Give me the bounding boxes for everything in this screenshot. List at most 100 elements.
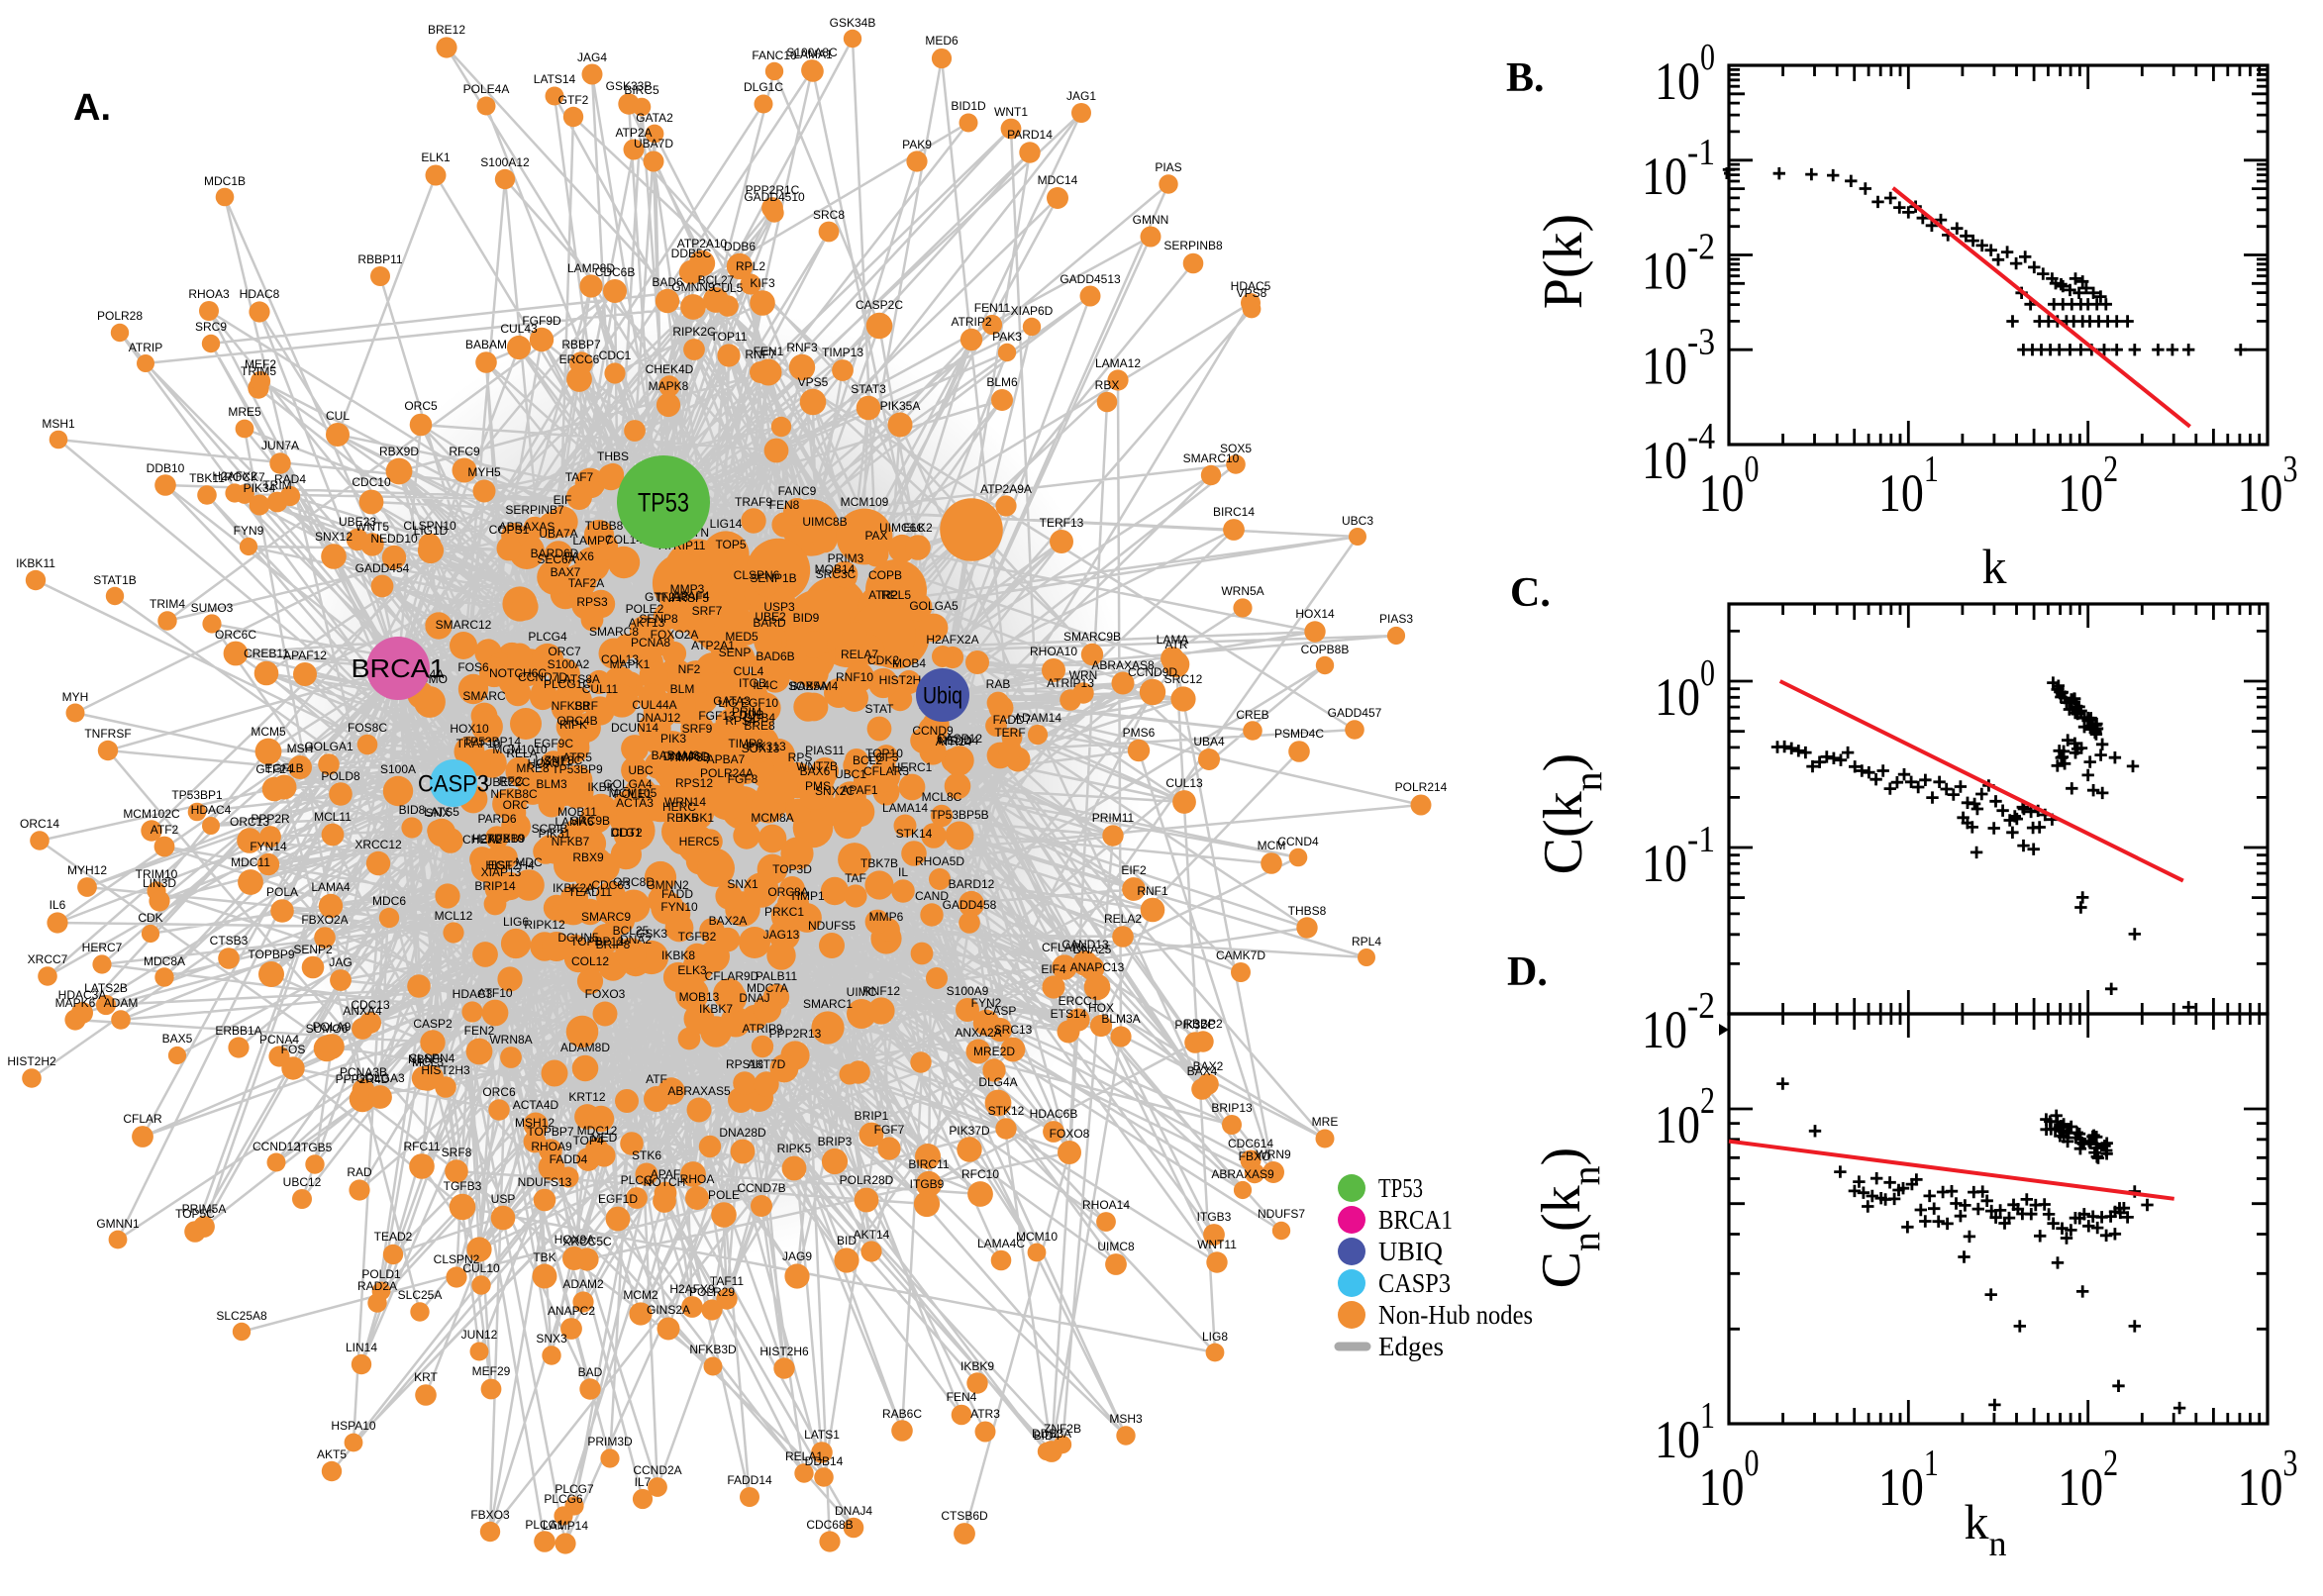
svg-text:RFC10: RFC10 xyxy=(961,1167,999,1181)
svg-text:LATS8A: LATS8A xyxy=(556,672,600,686)
svg-text:TRIM10: TRIM10 xyxy=(136,867,178,881)
svg-text:SMARC1: SMARC1 xyxy=(803,997,853,1011)
svg-text:MDC6: MDC6 xyxy=(372,894,406,908)
svg-text:RBX: RBX xyxy=(1095,378,1120,392)
svg-text:LATS1: LATS1 xyxy=(804,1428,840,1442)
svg-text:BAX2A: BAX2A xyxy=(709,914,748,928)
svg-text:FADD: FADD xyxy=(661,887,693,901)
svg-text:WRN5A: WRN5A xyxy=(1221,584,1263,598)
svg-text:MDC1B: MDC1B xyxy=(204,174,246,188)
svg-text:SRC12: SRC12 xyxy=(1164,672,1203,686)
svg-text:D.: D. xyxy=(1507,949,1548,995)
svg-text:RELA7: RELA7 xyxy=(841,648,878,661)
svg-text:UBA7A: UBA7A xyxy=(539,527,577,541)
svg-text:ACTA4D: ACTA4D xyxy=(513,1098,559,1112)
svg-text:BAX4: BAX4 xyxy=(1187,1064,1218,1078)
svg-text:DDB10: DDB10 xyxy=(147,461,185,475)
svg-text:LAMA1: LAMA1 xyxy=(793,48,833,61)
svg-text:CUL11: CUL11 xyxy=(582,682,619,696)
svg-text:POLA9: POLA9 xyxy=(313,1020,352,1034)
svg-text:HIST2H2: HIST2H2 xyxy=(7,1054,56,1068)
svg-text:TOP4: TOP4 xyxy=(572,1134,603,1147)
svg-text:APAF1: APAF1 xyxy=(841,783,877,797)
svg-text:MED: MED xyxy=(591,1131,618,1145)
svg-text:POLR28D: POLR28D xyxy=(840,1173,894,1187)
svg-text:GINS2A: GINS2A xyxy=(647,1303,690,1317)
svg-text:AKT14: AKT14 xyxy=(854,1228,890,1242)
svg-text:FEN2: FEN2 xyxy=(464,1024,495,1038)
svg-text:SLC25A8: SLC25A8 xyxy=(216,1309,267,1323)
svg-text:SOX13: SOX13 xyxy=(742,742,780,755)
svg-text:GMNN1: GMNN1 xyxy=(96,1217,140,1231)
svg-text:KRT: KRT xyxy=(414,1370,438,1384)
svg-text:NDUFS5: NDUFS5 xyxy=(808,919,856,933)
svg-text:ANAPC2: ANAPC2 xyxy=(548,1304,595,1318)
svg-text:ADAM2: ADAM2 xyxy=(562,1277,604,1291)
svg-text:POLR24A: POLR24A xyxy=(700,766,754,780)
svg-text:ATP2A1: ATP2A1 xyxy=(691,639,735,652)
svg-text:CHEK4D: CHEK4D xyxy=(646,362,694,376)
svg-text:COPS1: COPS1 xyxy=(489,523,530,537)
svg-text:SMARC9: SMARC9 xyxy=(581,910,631,924)
svg-text:LAMA12: LAMA12 xyxy=(1095,356,1141,370)
svg-text:PIAS3: PIAS3 xyxy=(1379,612,1413,626)
svg-text:ZNF2B: ZNF2B xyxy=(1044,1422,1081,1436)
svg-text:CFLAR9D: CFLAR9D xyxy=(705,969,759,983)
svg-text:WNT7B: WNT7B xyxy=(796,759,838,773)
svg-text:MDC14: MDC14 xyxy=(1038,173,1078,187)
svg-text:FOXO8: FOXO8 xyxy=(1050,1127,1090,1141)
svg-text:WRN8A: WRN8A xyxy=(489,1033,532,1047)
svg-text:CCND7D: CCND7D xyxy=(518,670,567,684)
svg-text:HOX10: HOX10 xyxy=(450,722,489,736)
svg-text:UBC1: UBC1 xyxy=(835,767,866,781)
svg-text:IKBK2A: IKBK2A xyxy=(553,881,594,895)
svg-text:PSMD4C: PSMD4C xyxy=(1274,727,1324,741)
svg-text:FOS8C: FOS8C xyxy=(348,721,387,735)
svg-text:MCL11: MCL11 xyxy=(314,810,352,824)
svg-text:LIG6: LIG6 xyxy=(503,915,529,929)
svg-text:HERC7: HERC7 xyxy=(82,941,123,954)
svg-text:DLG4A: DLG4A xyxy=(978,1075,1017,1089)
svg-text:COPB8B: COPB8B xyxy=(1301,643,1350,656)
svg-text:ATP2A: ATP2A xyxy=(615,126,652,140)
svg-text:COL13: COL13 xyxy=(601,652,639,666)
svg-text:FBXO: FBXO xyxy=(1239,1149,1271,1163)
svg-text:MDC7A: MDC7A xyxy=(747,981,788,995)
svg-text:APBA7: APBA7 xyxy=(707,752,746,766)
svg-text:TOPBP12: TOPBP12 xyxy=(570,935,624,948)
svg-text:MDC8A: MDC8A xyxy=(144,954,185,968)
svg-text:CFLAR6: CFLAR6 xyxy=(1042,941,1087,954)
svg-text:CCND12: CCND12 xyxy=(252,1140,300,1153)
svg-text:BABAM4: BABAM4 xyxy=(790,679,839,693)
svg-text:EGF1B: EGF1B xyxy=(264,761,303,775)
svg-text:SRC9: SRC9 xyxy=(195,320,227,334)
svg-text:THBS8: THBS8 xyxy=(1288,904,1327,918)
svg-text:POLA: POLA xyxy=(266,885,298,899)
svg-text:RPS12: RPS12 xyxy=(675,776,713,790)
svg-text:102: 102 xyxy=(1655,1080,1715,1154)
svg-text:ATR14: ATR14 xyxy=(936,735,972,748)
svg-text:SNX3: SNX3 xyxy=(536,1332,567,1346)
svg-text:EGF10: EGF10 xyxy=(741,696,778,710)
svg-text:PIK31: PIK31 xyxy=(539,827,571,841)
svg-text:MAPK8: MAPK8 xyxy=(649,379,689,393)
svg-text:CUL4: CUL4 xyxy=(734,664,764,678)
svg-text:HOX: HOX xyxy=(1088,1001,1114,1015)
svg-text:PAK9: PAK9 xyxy=(902,138,932,151)
svg-text:JUN7A: JUN7A xyxy=(261,439,299,452)
svg-text:POLE4A: POLE4A xyxy=(463,82,510,96)
svg-text:RNF3: RNF3 xyxy=(786,341,818,354)
svg-text:MDC: MDC xyxy=(515,855,543,869)
svg-text:NDUFS7: NDUFS7 xyxy=(1258,1207,1305,1221)
svg-text:101: 101 xyxy=(1878,449,1939,523)
svg-text:RIPK5: RIPK5 xyxy=(777,1142,812,1155)
svg-text:CCND7B: CCND7B xyxy=(737,1181,785,1195)
svg-text:S100A9: S100A9 xyxy=(947,984,989,998)
svg-text:POLR29: POLR29 xyxy=(689,1285,735,1299)
svg-text:STAT1B: STAT1B xyxy=(93,573,137,587)
svg-text:SMARC9B: SMARC9B xyxy=(1063,630,1121,644)
svg-text:ATRIP9: ATRIP9 xyxy=(742,1022,782,1036)
svg-text:FOS: FOS xyxy=(281,1043,306,1056)
svg-text:BLM: BLM xyxy=(670,682,695,696)
svg-text:TEAD2: TEAD2 xyxy=(374,1230,413,1244)
